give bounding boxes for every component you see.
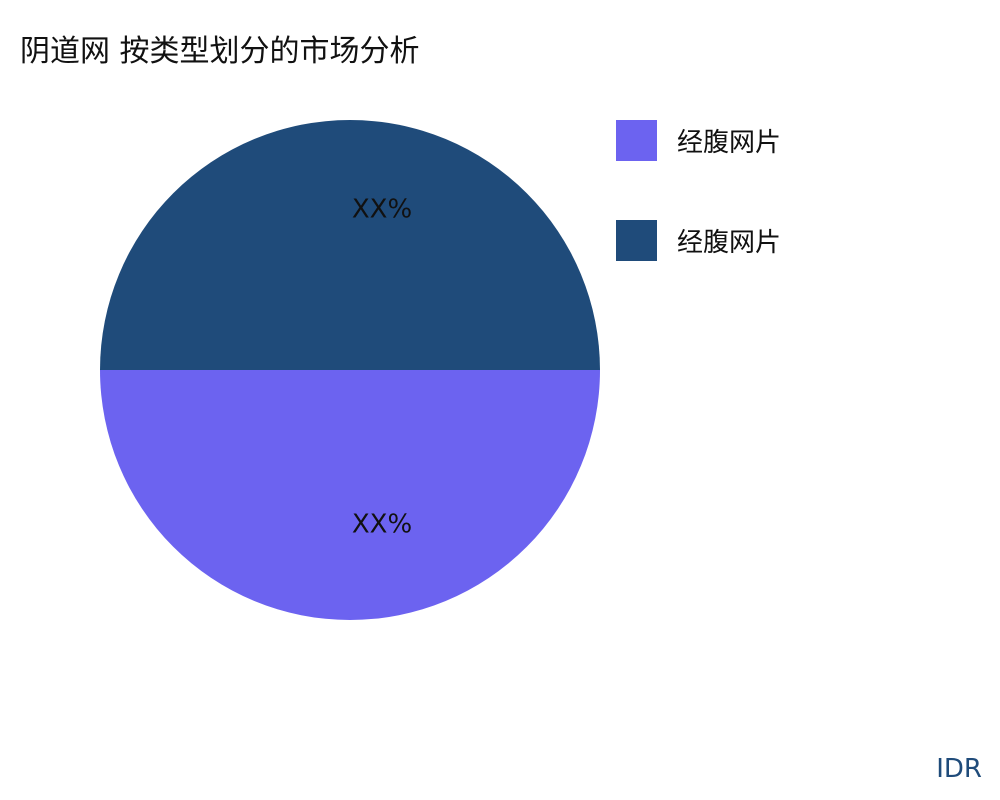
pie-slice [100,120,600,370]
slice-data-label: XX% [352,510,412,540]
slice-data-label: XX% [352,195,412,225]
brand-logo: IDR [936,754,982,784]
legend-label: 经腹网片 [677,227,782,258]
legend-item: 经腹网片 [616,219,782,261]
legend-swatch [616,119,657,161]
legend: 经腹网片 经腹网片 [616,119,782,320]
chart-title: 阴道网 按类型划分的市场分析 [20,34,420,69]
pie-slice [100,370,600,620]
legend-label: 经腹网片 [677,127,782,158]
legend-item: 经腹网片 [616,119,782,161]
legend-swatch [616,219,657,261]
